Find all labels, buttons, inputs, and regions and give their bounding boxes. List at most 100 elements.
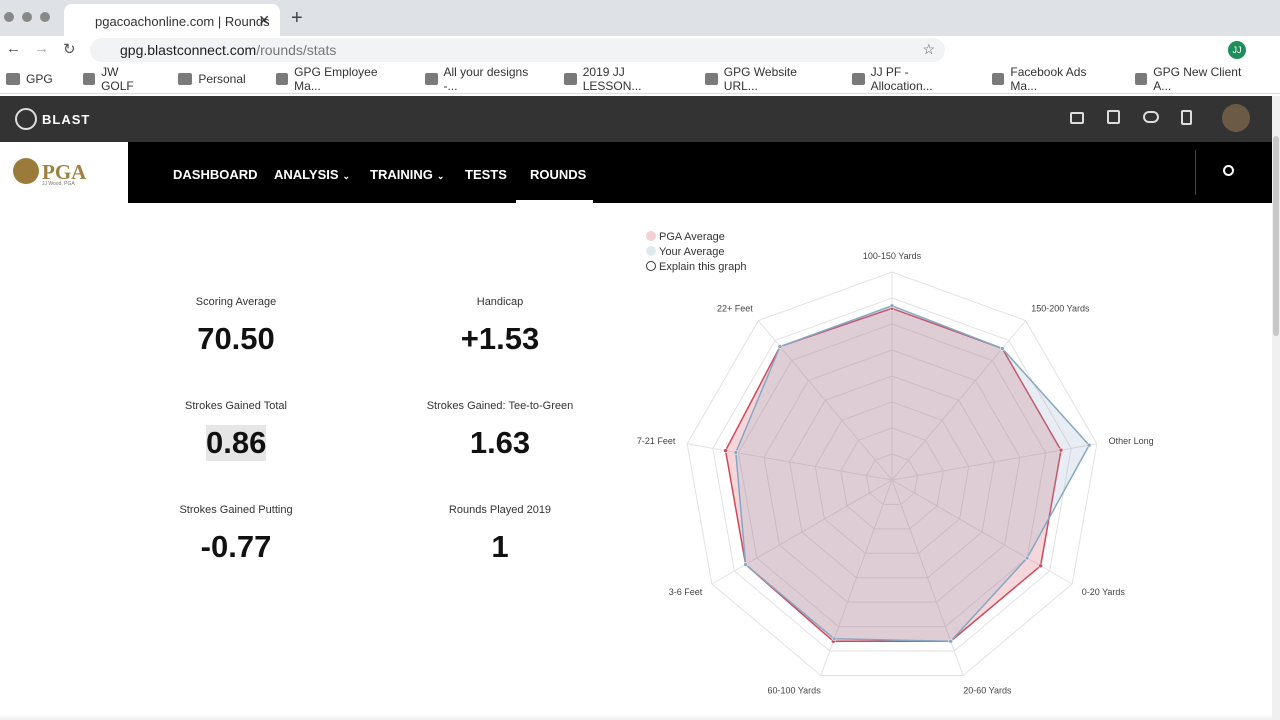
axis-label: 150-200 Yards bbox=[1031, 303, 1090, 313]
divider bbox=[1195, 150, 1196, 195]
series-point bbox=[1058, 447, 1064, 453]
legend-label[interactable]: PGA Average bbox=[659, 231, 725, 243]
grid-ring bbox=[686, 271, 1098, 676]
calendar-icon[interactable] bbox=[1107, 110, 1120, 124]
window-close[interactable] bbox=[4, 12, 14, 22]
spoke bbox=[711, 479, 893, 585]
team-icon[interactable] bbox=[1143, 111, 1159, 123]
brand[interactable]: BLAST bbox=[42, 112, 91, 127]
legend-swatch[interactable] bbox=[646, 246, 656, 256]
bookmark-label: JW GOLF bbox=[101, 64, 134, 93]
nav-item[interactable]: ANALYSIS ⌄ bbox=[274, 167, 350, 182]
url-bar[interactable]: gpg.blastconnect.com/rounds/stats ☆ bbox=[90, 38, 945, 62]
inbox-icon[interactable] bbox=[1070, 112, 1084, 124]
avatar[interactable] bbox=[1222, 104, 1250, 132]
bookmark-label: GPG New Client A... bbox=[1153, 64, 1242, 93]
logo-badge bbox=[13, 158, 39, 184]
new-tab[interactable]: + bbox=[291, 7, 303, 29]
series-point bbox=[1038, 563, 1043, 569]
axis-label: 0-20 Yards bbox=[1082, 587, 1126, 597]
axis-label: Other Long bbox=[1109, 436, 1154, 446]
stat-value: 0.86 bbox=[206, 425, 267, 461]
nav-label: TESTS bbox=[465, 167, 507, 182]
report-icon[interactable] bbox=[1181, 110, 1192, 125]
forward[interactable]: → bbox=[34, 40, 49, 57]
nav-label: DASHBOARD bbox=[173, 167, 258, 182]
nav-bar bbox=[0, 142, 1272, 203]
bookmark-icon bbox=[705, 72, 718, 85]
scrollbar[interactable] bbox=[1272, 96, 1280, 720]
series-area bbox=[724, 307, 1062, 643]
axis-label: 100-150 Yards bbox=[863, 251, 922, 261]
site-header: BLAST bbox=[0, 96, 1272, 142]
stat-value: 1 bbox=[491, 529, 509, 564]
info-icon bbox=[646, 261, 656, 271]
grid-ring bbox=[737, 323, 1047, 628]
stat-value: 1.63 bbox=[469, 425, 531, 460]
series-point bbox=[723, 448, 728, 453]
bookmark[interactable]: 2019 JJ LESSON... bbox=[564, 65, 675, 93]
bookmark-icon bbox=[6, 72, 20, 85]
legend-label[interactable]: Your Average bbox=[659, 246, 724, 258]
nav-label: ANALYSIS bbox=[274, 167, 339, 182]
series-point bbox=[1024, 555, 1030, 561]
nav-item[interactable]: TRAINING ⌄ bbox=[370, 167, 444, 182]
series-point bbox=[743, 562, 748, 567]
bookmark[interactable]: Facebook Ads Ma... bbox=[991, 64, 1105, 93]
reload[interactable]: ↻ bbox=[63, 41, 76, 58]
bookmark[interactable]: All your designs -... bbox=[425, 65, 534, 93]
series-point bbox=[889, 303, 895, 309]
bookmark-label: GPG Website URL... bbox=[723, 64, 797, 93]
bookmark[interactable]: JW GOLF bbox=[82, 64, 149, 93]
search-icon[interactable] bbox=[1223, 165, 1234, 176]
bookmark[interactable]: GPG Website URL... bbox=[705, 65, 822, 93]
logo[interactable]: PGA JJ Wood, PGA bbox=[0, 142, 128, 203]
grid-ring bbox=[763, 349, 1021, 603]
logo-subtext: JJ Wood, PGA bbox=[42, 181, 75, 187]
grid-ring bbox=[712, 297, 1072, 652]
bookmark[interactable]: GPG bbox=[6, 72, 53, 86]
window-maximize[interactable] bbox=[40, 12, 50, 22]
bookmark-star[interactable]: ☆ bbox=[922, 41, 935, 57]
series-point bbox=[948, 639, 953, 644]
nav-chevron: ⌄ bbox=[342, 171, 351, 181]
tab-title: pgacoachonline.com | Rounds bbox=[95, 14, 270, 29]
tab-close[interactable]: ✕ bbox=[258, 12, 270, 28]
url-host: gpg.blastconnect.com bbox=[120, 42, 257, 58]
series-point bbox=[831, 636, 837, 642]
bookmark[interactable]: Personal bbox=[178, 71, 246, 86]
axis-label: 60-100 Yards bbox=[767, 685, 821, 695]
nav-item[interactable]: DASHBOARD bbox=[173, 167, 258, 182]
bookmark-label: Personal bbox=[198, 71, 246, 86]
profile[interactable]: JJ bbox=[1228, 41, 1246, 59]
series-point bbox=[733, 450, 739, 455]
bookmark-icon bbox=[991, 72, 1005, 85]
bookmark-icon bbox=[425, 72, 438, 85]
bookmark-label: 2019 JJ LESSON... bbox=[582, 64, 642, 93]
url-path: /rounds/stats bbox=[256, 42, 337, 58]
bookmark-icon bbox=[82, 72, 96, 85]
back[interactable]: ← bbox=[6, 40, 21, 57]
bookmark[interactable]: GPG Employee Ma... bbox=[275, 64, 395, 93]
footer-edge bbox=[0, 714, 1272, 720]
grid-ring bbox=[789, 375, 995, 579]
bookmark[interactable]: GPG New Client A... bbox=[1134, 64, 1250, 93]
bookmark-label: All your designs -... bbox=[443, 64, 529, 93]
tab[interactable]: pgacoachonline.com | Rounds ✕ bbox=[64, 4, 280, 36]
grid-ring bbox=[840, 427, 944, 530]
series-point bbox=[777, 344, 783, 349]
nav-label: TRAINING bbox=[370, 167, 433, 182]
bookmark[interactable]: JJ PF - Allocation... bbox=[852, 65, 962, 93]
bookmark-label: GPG Employee Ma... bbox=[294, 64, 378, 93]
stat-label: Handicap bbox=[476, 296, 524, 308]
series-point bbox=[1000, 346, 1005, 351]
bookmark-label: Facebook Ads Ma... bbox=[1010, 64, 1087, 93]
window-minimize[interactable] bbox=[22, 12, 32, 22]
nav-item[interactable]: TESTS bbox=[465, 167, 507, 182]
legend-swatch[interactable] bbox=[646, 231, 656, 241]
nav-item[interactable]: ROUNDS bbox=[530, 167, 586, 182]
stat-value: -0.77 bbox=[200, 529, 272, 564]
series-area bbox=[735, 304, 1091, 643]
explain-link[interactable]: Explain this graph bbox=[659, 261, 746, 273]
bookmark-icon bbox=[852, 72, 865, 85]
